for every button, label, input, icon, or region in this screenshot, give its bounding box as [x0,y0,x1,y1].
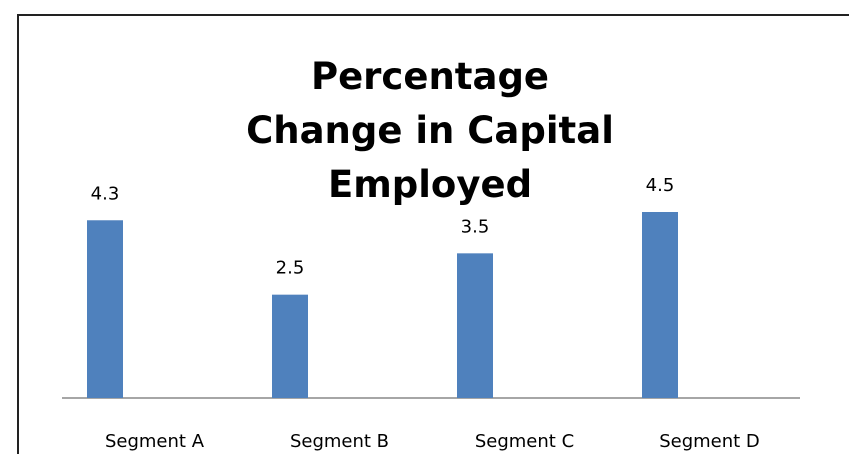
chart-title: Percentage Change in Capital Employed [246,55,614,206]
x-tick-label: Segment C [475,431,574,452]
data-label: 4.5 [646,175,675,196]
bar [642,212,678,398]
x-tick-label: Segment A [105,431,205,452]
bar [272,294,308,398]
bar [87,220,123,398]
chart-frame [17,14,849,454]
data-label: 4.3 [91,183,120,204]
data-label: 3.5 [461,216,490,237]
data-label: 2.5 [276,258,305,279]
x-tick-label: Segment B [290,431,389,452]
bar [457,253,493,398]
x-tick-label: Segment D [659,431,760,452]
